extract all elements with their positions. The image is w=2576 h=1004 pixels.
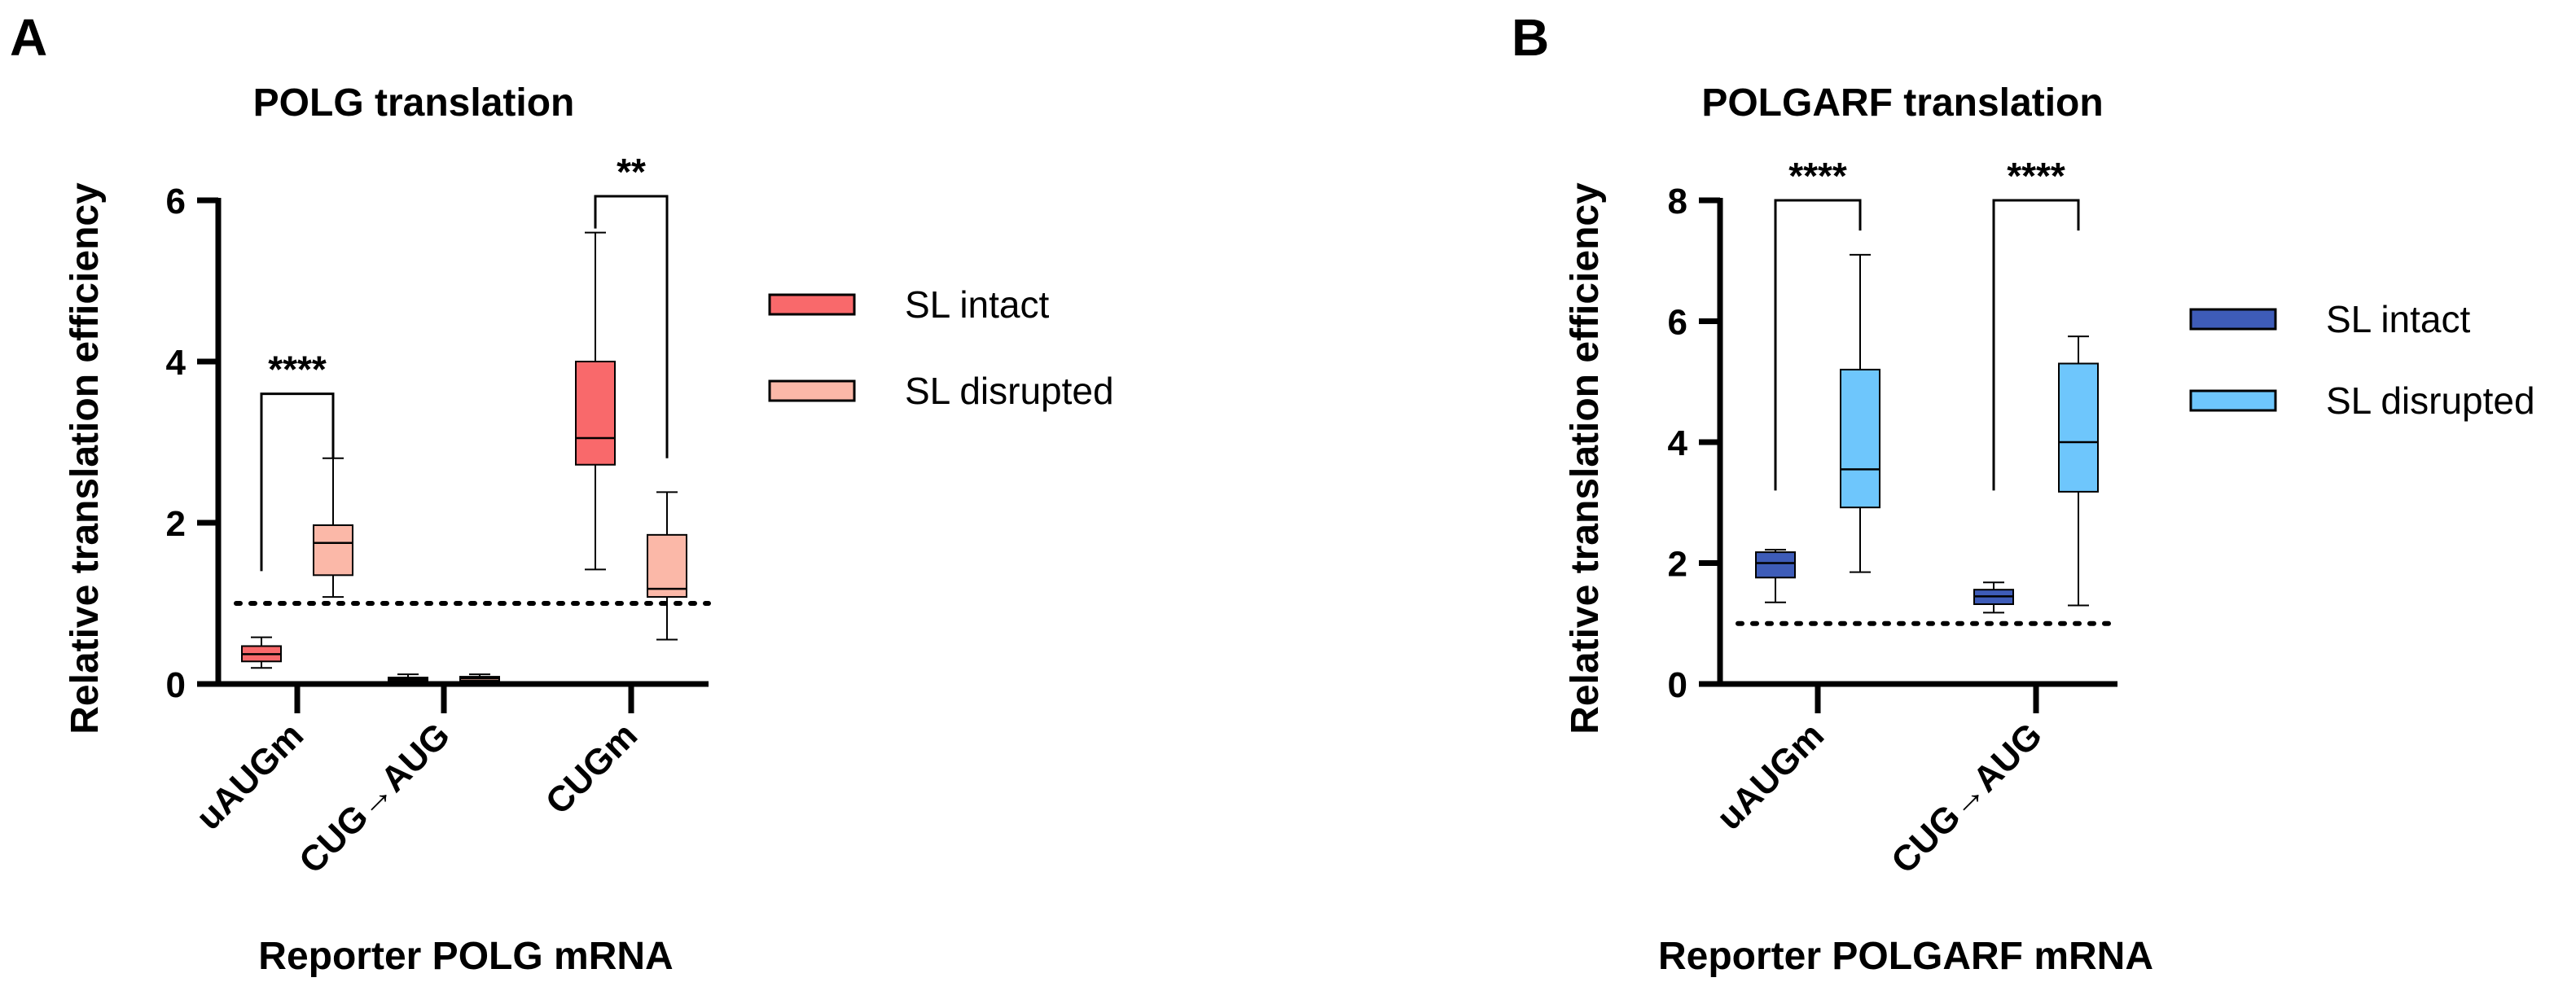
legend-label: SL disrupted xyxy=(2326,379,2535,422)
chart-title: POLGARF translation xyxy=(1701,81,2103,125)
significance-label: **** xyxy=(2007,155,2065,197)
box-sl-disrupted xyxy=(459,673,500,684)
x-tick-label: uAUGm xyxy=(189,715,311,837)
panel-b: B POLGARF translation 0 2 4 6 8 Relative transl… xyxy=(1512,8,2535,978)
significance-label: ** xyxy=(617,151,646,193)
legend-label: SL disrupted xyxy=(905,370,1114,412)
box-sl-disrupted xyxy=(1840,253,1880,573)
x-axis-label: Reporter POLGARF mRNA xyxy=(1658,935,2153,978)
y-tick-label: 0 xyxy=(1668,665,1687,705)
legend-item: SL disrupted xyxy=(768,370,1114,412)
y-tick-label: 4 xyxy=(1668,423,1688,463)
x-tick-label: CUG→AUG xyxy=(292,715,458,881)
significance-bracket: ** xyxy=(594,151,669,458)
significance-label: **** xyxy=(1788,155,1847,197)
box-sl-disrupted xyxy=(2058,335,2099,607)
x-tick-label: CUGm xyxy=(538,715,645,822)
significance-bracket: **** xyxy=(260,349,335,572)
significance-label: **** xyxy=(268,349,327,391)
box-iqr xyxy=(1755,551,1796,579)
y-tick-label: 4 xyxy=(166,343,187,383)
legend-item: SL intact xyxy=(2189,298,2471,340)
chart-title: POLG translation xyxy=(253,81,575,125)
box-sl-intact xyxy=(1973,581,2014,614)
box-sl-intact xyxy=(1755,549,1796,603)
legend-label: SL intact xyxy=(2326,298,2471,340)
bracket-line xyxy=(1992,199,2080,491)
box-sl-disrupted xyxy=(647,491,687,641)
box-iqr xyxy=(575,361,616,466)
legend-swatch xyxy=(768,293,856,316)
y-tick-label: 6 xyxy=(166,182,186,221)
y-tick-label: 6 xyxy=(1668,303,1687,343)
legend-swatch xyxy=(2189,389,2277,412)
box-sl-disrupted xyxy=(313,457,353,598)
bracket-line xyxy=(1774,199,1862,491)
legend-swatch xyxy=(768,379,856,402)
box-sl-intact xyxy=(241,636,282,669)
legend-label: SL intact xyxy=(905,283,1050,326)
bracket-line xyxy=(594,195,669,458)
bracket-line xyxy=(260,392,335,572)
box-sl-intact xyxy=(388,673,428,684)
panel-letter: B xyxy=(1512,8,1549,67)
legend-item: SL disrupted xyxy=(2189,379,2535,422)
y-tick-label: 2 xyxy=(1668,545,1687,585)
legend-swatch xyxy=(2189,308,2277,331)
panel-a: A POLG translation 0 2 4 6 Relative translatio… xyxy=(10,8,1114,978)
significance-bracket: **** xyxy=(1774,155,1862,491)
box-iqr xyxy=(647,533,687,598)
y-axis-label: Relative translation efficiency xyxy=(1564,182,1607,734)
y-axis-label: Relative translation efficiency xyxy=(64,182,107,734)
box-iqr xyxy=(2058,362,2099,493)
x-axis-label: Reporter POLG mRNA xyxy=(258,935,673,978)
x-tick-label: CUG→AUG xyxy=(1884,715,2050,881)
box-iqr xyxy=(1840,368,1880,509)
legend-item: SL intact xyxy=(768,283,1050,326)
y-tick-label: 2 xyxy=(166,504,186,544)
y-tick-label: 8 xyxy=(1668,182,1687,221)
box-sl-intact xyxy=(575,231,616,571)
significance-bracket: **** xyxy=(1992,155,2080,491)
box-iqr xyxy=(313,524,353,577)
y-tick-label: 0 xyxy=(166,665,186,705)
x-tick-label: uAUGm xyxy=(1709,715,1832,837)
panel-letter: A xyxy=(10,8,47,67)
